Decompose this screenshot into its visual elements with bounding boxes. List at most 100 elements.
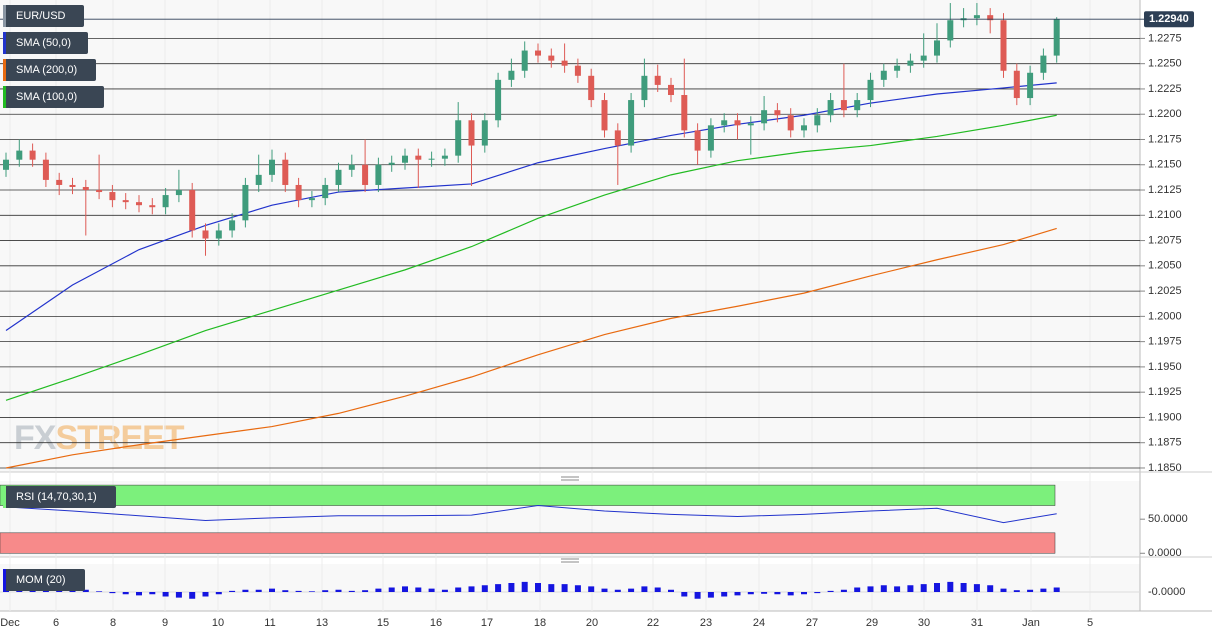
mom-bar: [322, 590, 329, 592]
mom-bar: [588, 586, 595, 592]
x-tick-label: 8: [110, 617, 116, 629]
mom-bar: [601, 588, 608, 592]
candle-body: [82, 186, 89, 191]
x-tick-label: 29: [866, 617, 878, 629]
x-tick-label: 22: [647, 617, 659, 629]
resize-handle[interactable]: [561, 476, 579, 481]
candle-body: [109, 192, 116, 201]
candle-body: [774, 110, 781, 116]
candle-body: [840, 100, 847, 111]
y-tick-label: -0.0000: [1148, 586, 1185, 598]
mom-bar: [162, 592, 169, 597]
legend-box: [3, 569, 85, 591]
y-tick-label: 50.0000: [1148, 513, 1188, 525]
candle-body: [308, 198, 315, 201]
candle-body: [69, 184, 76, 187]
mom-bar: [561, 584, 568, 592]
mom-bar: [468, 586, 475, 592]
mom-bar: [641, 586, 648, 592]
candle-body: [468, 120, 475, 146]
x-tick-label: 11: [264, 617, 275, 629]
mom-bar: [747, 592, 754, 595]
candle-body: [867, 79, 874, 101]
mom-bar: [920, 584, 927, 592]
mom-bar: [574, 585, 581, 592]
legend-box: [3, 59, 96, 81]
candle-body: [894, 65, 901, 71]
mom-bar: [973, 584, 980, 592]
y-tick-label: 1.2275: [1148, 32, 1182, 44]
candle-body: [1013, 70, 1020, 99]
mom-bar: [242, 589, 249, 592]
mom-bar: [681, 592, 688, 597]
rsi-overbought-band: [0, 484, 1056, 506]
x-tick-label: 24: [753, 617, 765, 629]
y-tick-label: 1.2100: [1148, 209, 1182, 221]
x-tick-label: 10: [212, 617, 224, 629]
candle-body: [175, 190, 182, 196]
candle-body: [29, 150, 36, 160]
mom-bar: [668, 589, 674, 592]
mom-bar: [947, 581, 954, 592]
candle-body: [255, 174, 262, 185]
candle-body: [601, 100, 608, 131]
legend-label: RSI (14,70,30,1): [16, 491, 97, 503]
mom-bar: [109, 592, 116, 594]
candle-body: [668, 84, 674, 96]
candle-body: [854, 100, 861, 111]
mom-bar: [255, 589, 262, 592]
mom-bar: [654, 587, 661, 592]
legend-box: [3, 32, 88, 54]
y-tick-label: 1.1875: [1148, 437, 1182, 449]
legend-stripe: [3, 59, 6, 81]
candle-body: [548, 55, 555, 61]
legend-label: SMA (50,0): [16, 37, 71, 49]
mom-bar: [269, 588, 275, 592]
candle-body: [907, 60, 914, 66]
mom-bar: [96, 591, 103, 592]
candle-body: [987, 15, 994, 21]
candle-body: [322, 184, 329, 199]
candle-body: [747, 123, 754, 126]
candle-body: [787, 115, 794, 131]
mom-bar: [348, 590, 355, 592]
candle-body: [96, 190, 103, 193]
y-tick-label: 1.2025: [1148, 285, 1182, 297]
candle-body: [375, 164, 382, 185]
mom-bar: [402, 586, 408, 592]
x-tick-label: 6: [53, 617, 59, 629]
mom-bar: [441, 589, 448, 592]
mom-bar: [827, 590, 834, 592]
mom-bar: [734, 592, 741, 596]
x-tick-label: 18: [534, 617, 546, 629]
watermark-part: STREET: [55, 419, 184, 457]
x-tick-label: Jan: [1022, 617, 1040, 629]
candle-body: [734, 120, 741, 126]
rsi-line: [5, 505, 1057, 524]
candle-body: [694, 130, 701, 151]
candle-body: [880, 70, 887, 80]
mom-bar: [362, 590, 369, 592]
resize-handle[interactable]: [561, 558, 579, 563]
x-tick-label: 27: [806, 617, 818, 629]
last-price-box: [1144, 11, 1194, 28]
legend-item: EUR/USD: [3, 5, 84, 27]
legend-stripe: [3, 5, 6, 27]
candle-body: [814, 115, 821, 126]
candle-body: [588, 75, 595, 101]
candle-body: [42, 159, 49, 180]
mom-bar: [521, 581, 528, 592]
candle-body: [282, 159, 289, 185]
y-tick-label: 1.1925: [1148, 386, 1182, 398]
candle-body: [269, 159, 275, 175]
candle-body: [641, 75, 648, 101]
candle-body: [920, 55, 927, 61]
candle-body: [162, 195, 169, 208]
x-tick-label: 16: [430, 617, 442, 629]
mom-bar: [1013, 590, 1020, 592]
mom-bar: [787, 592, 794, 596]
sma-line: [5, 227, 1057, 469]
candle-body: [415, 155, 422, 160]
mom-bar: [136, 592, 142, 596]
candle-body: [3, 159, 9, 170]
